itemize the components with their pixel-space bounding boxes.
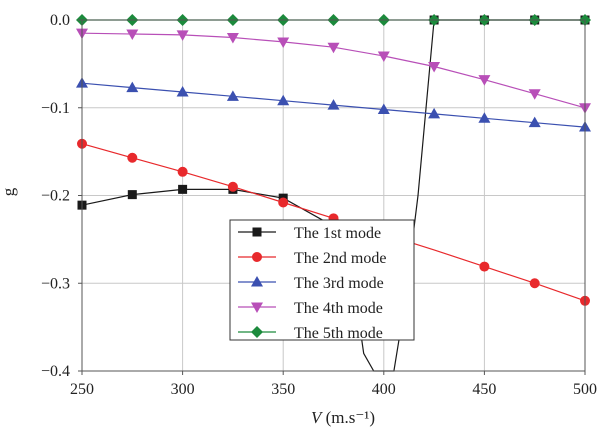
x-tick-label: 500 (573, 381, 597, 398)
legend-box (229, 219, 415, 341)
x-axis-label-unit: (m.s⁻¹) (321, 408, 375, 427)
x-axis-label-variable: V (311, 408, 324, 427)
data-point-the-4th-mode (277, 37, 290, 48)
y-axis-label: g (0, 187, 18, 196)
y-tick-label: 0.0 (50, 12, 70, 29)
legend-label-the-2nd-mode: The 2nd mode (294, 250, 386, 267)
data-point-the-3rd-mode (377, 103, 390, 115)
data-point-the-2nd-mode (227, 181, 238, 192)
x-axis-label: V (m.s⁻¹) (311, 408, 375, 427)
series-markers (76, 14, 591, 306)
data-point-the-3rd-mode (126, 81, 139, 93)
y-tick-label: −0.1 (41, 100, 70, 117)
data-point-the-4th-mode (528, 89, 541, 100)
data-point-the-3rd-mode (478, 112, 491, 123)
y-tick-label: −0.3 (41, 275, 70, 292)
data-point-the-3rd-mode (176, 85, 189, 97)
data-point-the-4th-mode (226, 33, 239, 44)
data-point-the-1st-mode (178, 184, 188, 194)
legend-label-the-3rd-mode: The 3rd mode (294, 275, 384, 292)
data-point-the-2nd-mode (529, 278, 540, 289)
data-point-the-1st-mode (127, 190, 137, 200)
data-point-the-3rd-mode (277, 94, 290, 106)
y-tick-label: −0.2 (41, 188, 70, 205)
x-tick-label: 250 (70, 381, 94, 398)
legend-marker-the-1st-mode (252, 227, 262, 237)
data-point-the-2nd-mode (127, 152, 138, 163)
data-point-the-2nd-mode (278, 197, 289, 208)
data-point-the-4th-mode (377, 51, 390, 62)
x-tick-label: 300 (171, 381, 195, 398)
x-tick-label: 350 (271, 381, 295, 398)
data-point-the-3rd-mode (226, 90, 239, 101)
data-point-the-3rd-mode (327, 99, 340, 110)
data-point-the-4th-mode (126, 29, 139, 41)
y-axis-ticks: 0.0 −0.1 −0.2 −0.3 −0.4 (41, 12, 82, 380)
legend: The 1st mode The 2nd mode The 3rd mode The … (229, 219, 415, 342)
data-point-the-4th-mode (327, 42, 340, 54)
legend-marker-the-5th-mode (251, 326, 263, 338)
x-tick-label: 450 (472, 381, 496, 398)
data-point-the-3rd-mode (428, 107, 441, 119)
legend-label-the-5th-mode: The 5th mode (294, 325, 383, 342)
legend-entries: The 1st mode The 2nd mode The 3rd mode The … (238, 225, 386, 342)
data-point-the-4th-mode (176, 30, 189, 41)
x-tick-label: 400 (372, 381, 396, 398)
legend-label-the-4th-mode: The 4th mode (294, 300, 383, 317)
legend-marker-the-2nd-mode (252, 252, 262, 262)
legend-marker-the-4th-mode (251, 302, 263, 313)
data-point-the-4th-mode (478, 75, 491, 86)
legend-marker-the-3rd-mode (251, 276, 263, 287)
y-tick-label: −0.4 (41, 363, 70, 380)
data-point-the-3rd-mode (528, 116, 541, 128)
legend-label-the-1st-mode: The 1st mode (294, 225, 381, 242)
data-point-the-2nd-mode (177, 166, 188, 177)
data-point-the-4th-mode (428, 62, 441, 73)
data-point-the-2nd-mode (479, 261, 490, 272)
x-axis-ticks: 250 300 350 400 450 500 (70, 371, 597, 398)
